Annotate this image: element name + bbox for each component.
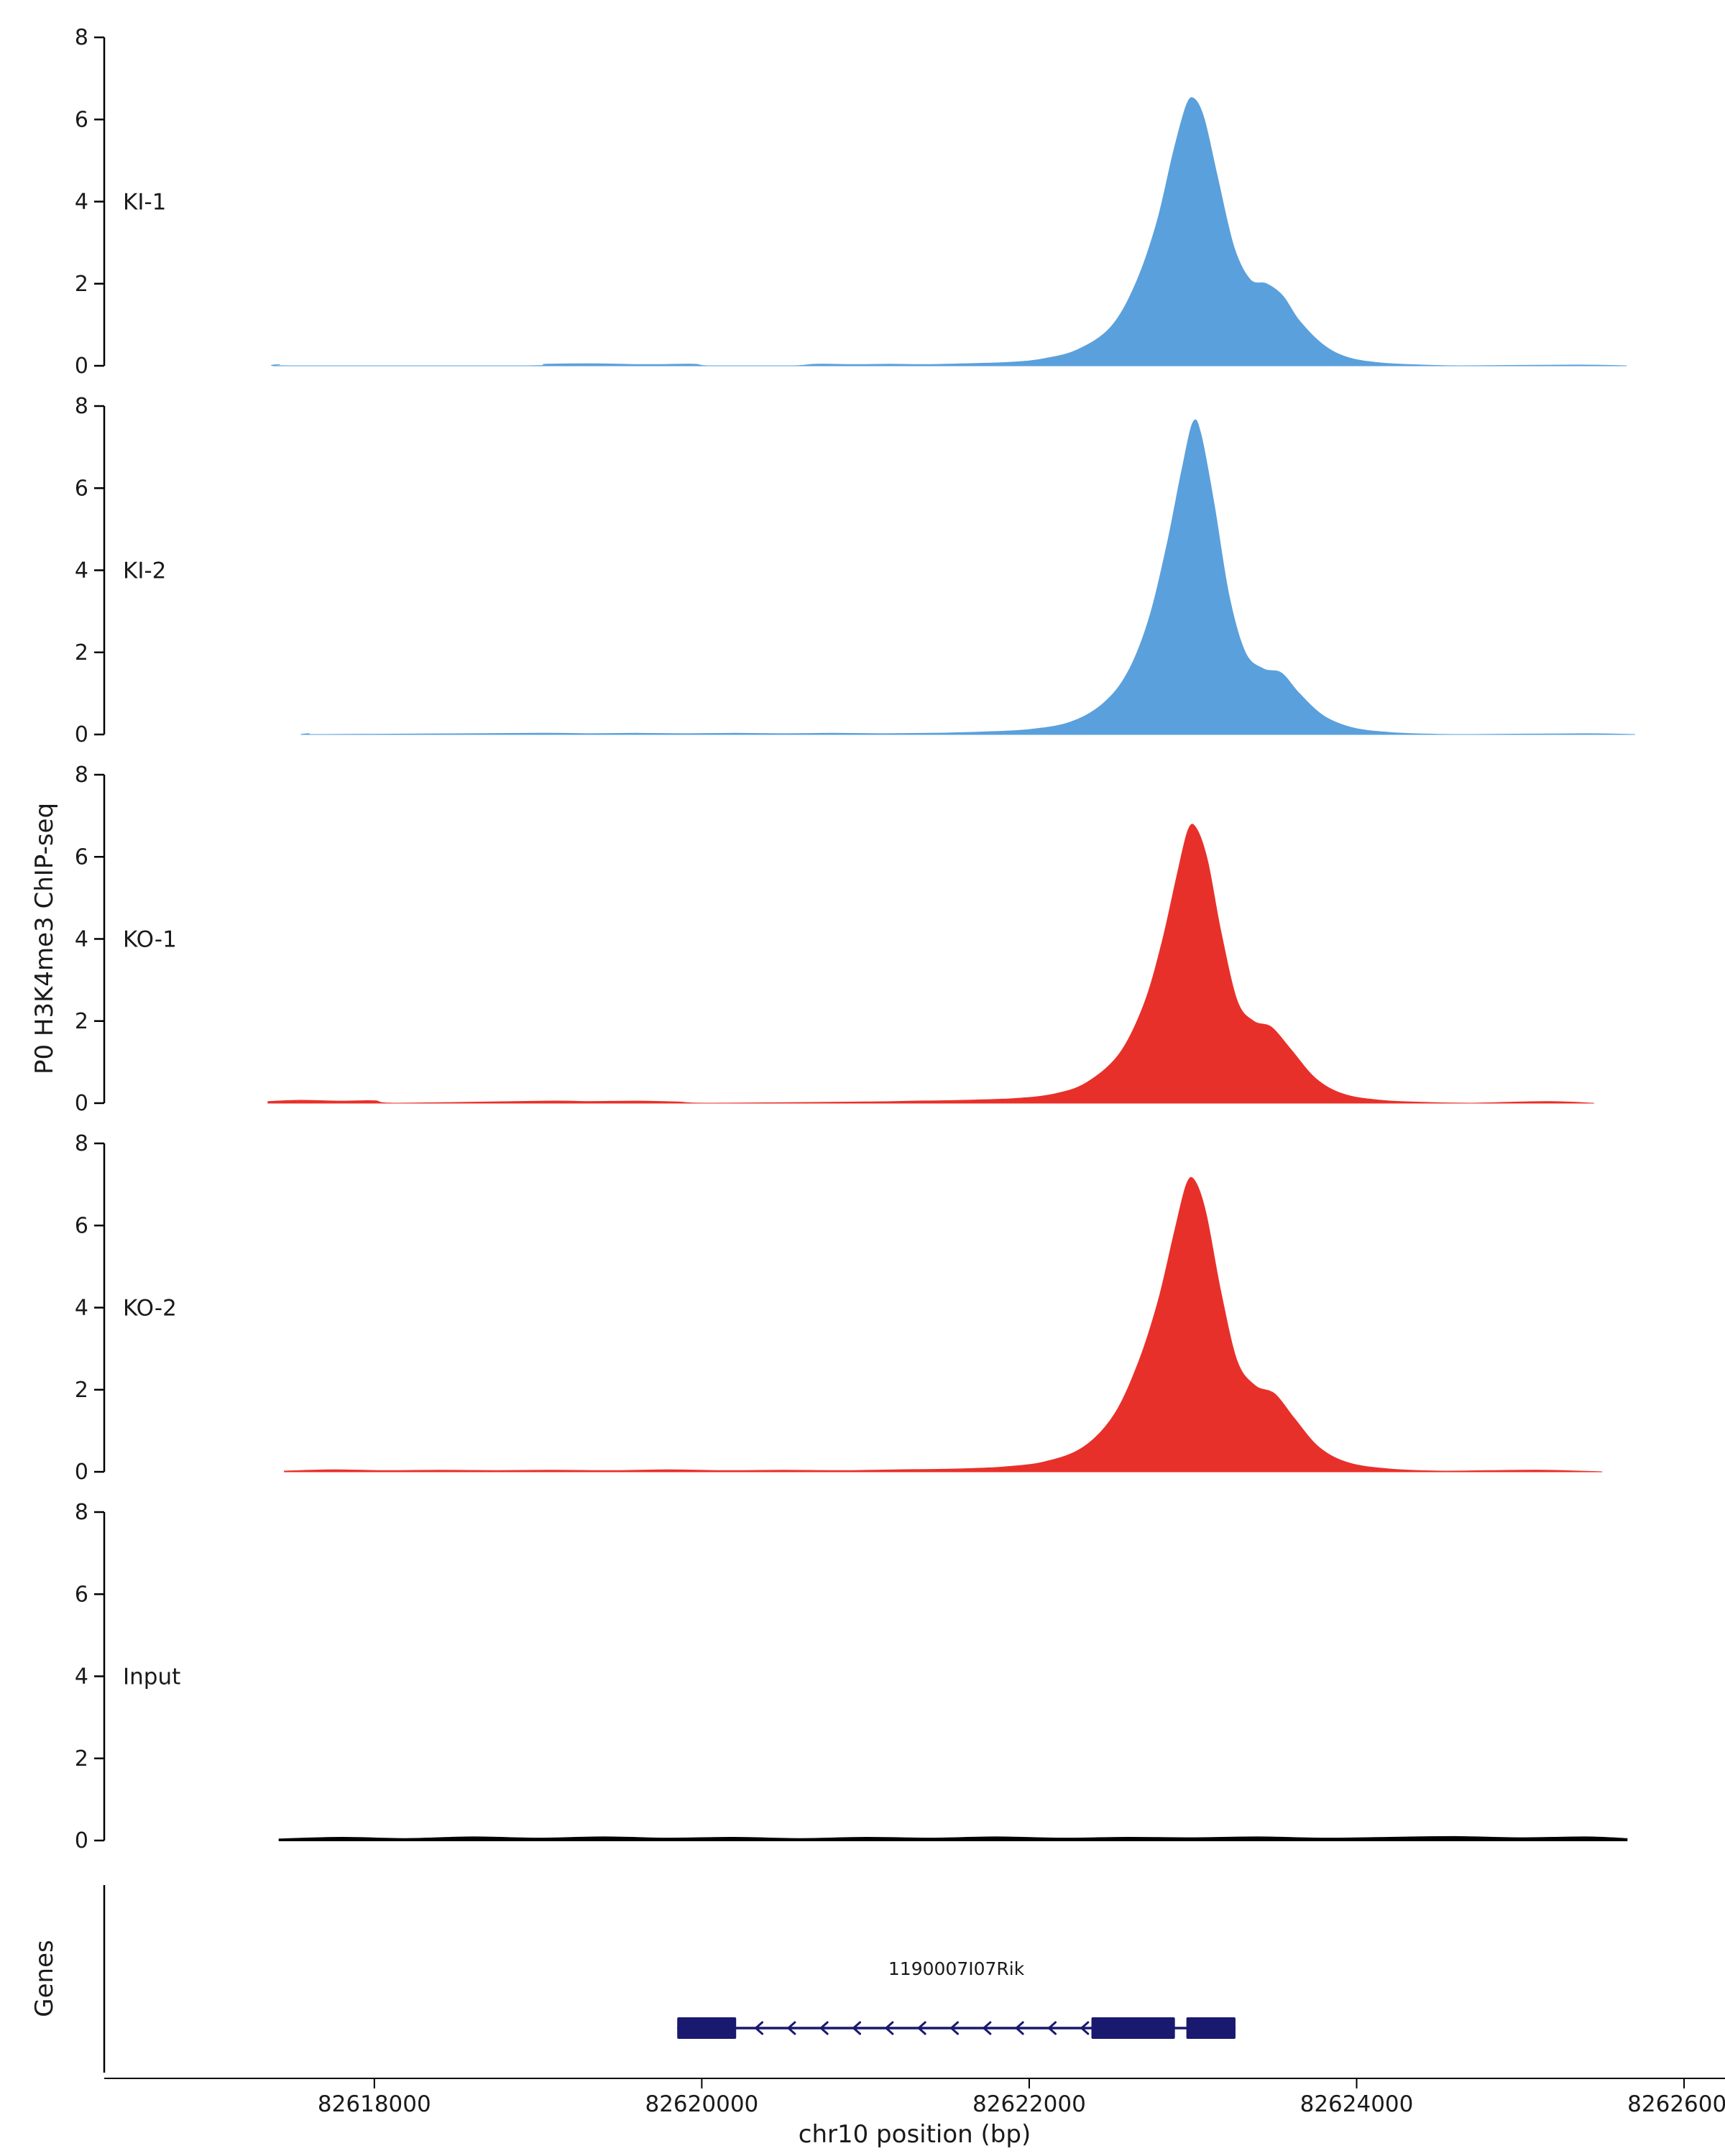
strand-arrow-icon bbox=[819, 2021, 829, 2035]
y-tick-label: 8 bbox=[75, 763, 88, 788]
gene-exon bbox=[1091, 2017, 1175, 2039]
gene-name-label: 1190007I07Rik bbox=[888, 1958, 1025, 1979]
coverage-area bbox=[278, 1835, 1628, 1841]
genes-panel: 1190007I07Rik bbox=[103, 1885, 1236, 2073]
y-tick-label: 4 bbox=[75, 190, 88, 215]
x-tick-label: 82626000 bbox=[1627, 2091, 1725, 2117]
x-tick-label: 82620000 bbox=[645, 2091, 758, 2117]
track-label: KI-1 bbox=[123, 190, 166, 216]
y-tick-label: 4 bbox=[75, 1296, 88, 1321]
y-tick-label: 2 bbox=[75, 1009, 88, 1034]
y-tick-label: 6 bbox=[75, 1213, 88, 1238]
y-tick-label: 6 bbox=[75, 476, 88, 501]
strand-arrow-icon bbox=[982, 2021, 992, 2035]
y-tick-label: 0 bbox=[75, 1091, 88, 1116]
y-tick-label: 8 bbox=[75, 394, 88, 419]
y-tick-label: 2 bbox=[75, 272, 88, 297]
y-tick-label: 4 bbox=[75, 558, 88, 584]
x-tick-label: 82622000 bbox=[972, 2091, 1086, 2117]
track-label: KI-2 bbox=[123, 558, 166, 584]
y-tick-label: 8 bbox=[75, 1131, 88, 1156]
y-axis-title: P0 H3K4me3 ChIP-seq bbox=[30, 802, 59, 1075]
y-tick-label: 8 bbox=[75, 25, 88, 50]
y-tick-label: 0 bbox=[75, 1828, 88, 1853]
y-tick-label: 2 bbox=[75, 640, 88, 665]
strand-arrow-icon bbox=[786, 2021, 796, 2035]
coverage-area bbox=[271, 97, 1627, 367]
coverage-area bbox=[300, 419, 1635, 735]
strand-arrow-icon bbox=[852, 2021, 862, 2035]
x-axis: 82618000 82620000 82622000 82624000 82626000 bbox=[104, 2078, 1725, 2117]
y-tick-label: 0 bbox=[75, 1460, 88, 1485]
track-label: Input bbox=[123, 1664, 180, 1690]
track-Input: 0 2 4 6 8 Input bbox=[75, 1500, 1628, 1853]
coverage-area bbox=[267, 824, 1594, 1104]
x-tick-label: 82618000 bbox=[318, 2091, 431, 2117]
strand-arrow-icon bbox=[949, 2021, 960, 2035]
gene-exon bbox=[1186, 2017, 1236, 2039]
track-label: KO-2 bbox=[123, 1296, 177, 1322]
strand-arrow-icon bbox=[1014, 2021, 1024, 2035]
track-KI-2: 0 2 4 6 8 KI-2 bbox=[75, 394, 1635, 747]
strand-arrow-icon bbox=[884, 2021, 894, 2035]
y-tick-label: 0 bbox=[75, 722, 88, 747]
y-tick-label: 6 bbox=[75, 107, 88, 132]
track-KO-2: 0 2 4 6 8 KO-2 bbox=[75, 1131, 1603, 1485]
x-axis-title: chr10 position (bp) bbox=[798, 2120, 1031, 2149]
y-tick-label: 0 bbox=[75, 354, 88, 379]
strand-arrow-icon bbox=[1047, 2021, 1057, 2035]
gene-exon bbox=[677, 2017, 737, 2039]
coverage-area bbox=[284, 1176, 1603, 1473]
y-tick-label: 2 bbox=[75, 1746, 88, 1772]
y-tick-label: 6 bbox=[75, 1582, 88, 1607]
y-tick-label: 8 bbox=[75, 1500, 88, 1525]
y-tick-label: 6 bbox=[75, 844, 88, 870]
x-tick-label: 82624000 bbox=[1300, 2091, 1414, 2117]
y-tick-label: 2 bbox=[75, 1378, 88, 1403]
strand-arrow-icon bbox=[754, 2021, 764, 2035]
genes-axis-title: Genes bbox=[30, 1940, 59, 2017]
track-KO-1: 0 2 4 6 8 KO-1 bbox=[75, 763, 1594, 1116]
y-tick-label: 4 bbox=[75, 1664, 88, 1690]
strand-arrow-icon bbox=[916, 2021, 926, 2035]
y-tick-label: 4 bbox=[75, 927, 88, 952]
track-KI-1: 0 2 4 6 8 KI-1 bbox=[75, 25, 1627, 379]
strand-arrow-icon bbox=[1080, 2021, 1090, 2035]
track-label: KO-1 bbox=[123, 927, 177, 953]
